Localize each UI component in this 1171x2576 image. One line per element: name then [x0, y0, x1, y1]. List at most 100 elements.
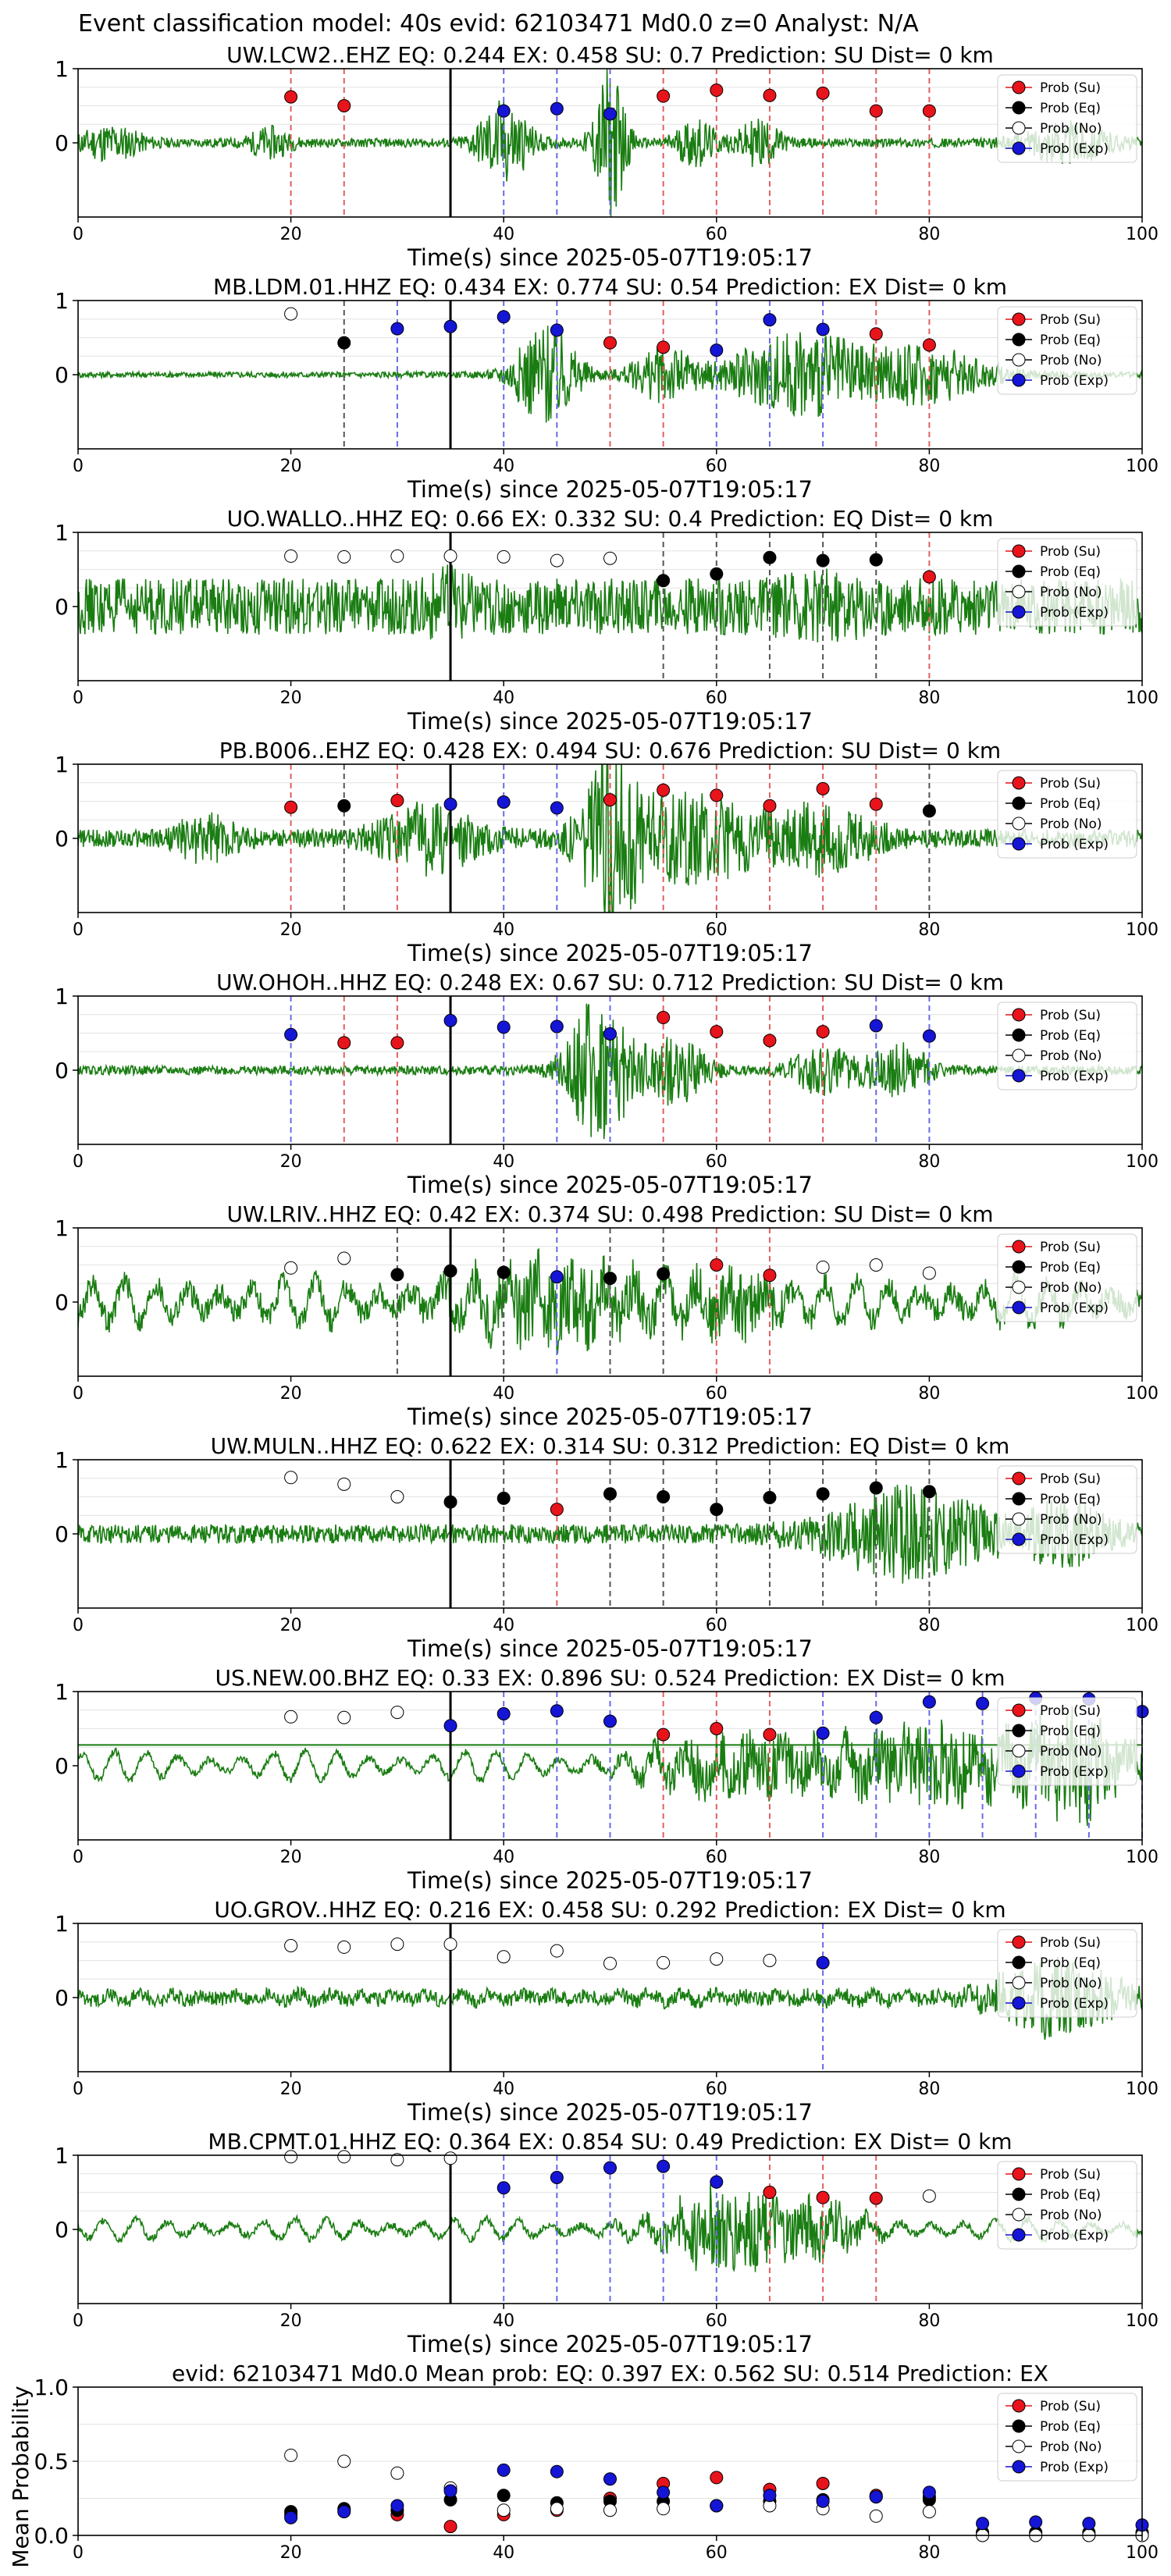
prob-point-exp — [869, 1019, 883, 1033]
prob-point-exp — [550, 1704, 564, 1718]
legend-box — [997, 1465, 1137, 1554]
prob-point-no — [869, 2509, 883, 2523]
legend-marker-exp — [1012, 2228, 1026, 2242]
prob-point-exp — [284, 2510, 298, 2524]
x-tick-label: 100 — [1126, 2311, 1159, 2331]
prob-point-no — [284, 2448, 298, 2462]
prob-point-no — [390, 549, 404, 563]
prob-point-su — [710, 1722, 724, 1735]
x-tick-label: 40 — [493, 1848, 514, 1867]
legend-marker-exp — [1012, 1532, 1026, 1546]
legend-box — [997, 2161, 1137, 2250]
y-tick-label: 0 — [55, 362, 69, 388]
x-tick-label: 60 — [706, 688, 728, 708]
x-tick-label: 0 — [73, 688, 84, 708]
legend-label-eq: Prob (Eq) — [1040, 1260, 1101, 1276]
legend-marker-eq — [1012, 564, 1026, 578]
prob-point-no — [284, 549, 298, 563]
x-tick-label: 20 — [280, 2543, 302, 2563]
legend-marker-eq — [1012, 1260, 1026, 1274]
legend-marker-su — [1012, 312, 1026, 326]
prob-point-no — [497, 550, 511, 564]
prob-point-exp — [337, 2505, 351, 2519]
y-tick-label: 0.5 — [34, 2449, 69, 2475]
prob-point-no — [922, 2505, 936, 2519]
prob-point-su — [710, 84, 724, 98]
x-tick-label: 80 — [918, 2311, 940, 2331]
prob-point-su — [763, 2186, 777, 2199]
x-tick-label: 60 — [706, 2543, 728, 2563]
y-tick-label: 0 — [55, 1521, 69, 1547]
x-tick-label: 100 — [1126, 1384, 1159, 1404]
y-tick-label: 0 — [55, 594, 69, 620]
prob-point-eq — [603, 1487, 617, 1501]
prob-point-eq — [657, 1267, 671, 1281]
prob-point-exp — [710, 2175, 724, 2189]
prob-point-exp — [497, 2181, 511, 2195]
prob-point-su — [657, 340, 671, 354]
prob-point-eq — [816, 553, 830, 568]
prob-point-exp — [390, 322, 404, 336]
x-axis-label: Time(s) since 2025-05-07T19:05:17 — [407, 244, 813, 271]
prob-point-exp — [603, 2472, 617, 2486]
prob-point-exp — [443, 2484, 457, 2498]
prob-point-no — [657, 1955, 671, 1969]
x-tick-label: 40 — [493, 2543, 514, 2563]
prob-point-exp — [763, 313, 777, 327]
prob-point-exp — [443, 1013, 457, 1027]
x-tick-label: 80 — [918, 1152, 940, 1172]
prob-point-exp — [443, 1719, 457, 1733]
x-tick-label: 100 — [1126, 688, 1159, 708]
prob-point-exp — [869, 1710, 883, 1724]
prob-point-eq — [337, 799, 351, 813]
prob-point-su — [390, 1036, 404, 1050]
prob-point-su — [550, 1503, 564, 1517]
prob-point-exp — [976, 1696, 990, 1710]
panel-title: UW.LRIV..HHZ EQ: 0.42 EX: 0.374 SU: 0.49… — [226, 1201, 993, 1227]
prob-point-no — [390, 2466, 404, 2480]
panel-title: UW.MULN..HHZ EQ: 0.622 EX: 0.314 SU: 0.3… — [211, 1433, 1010, 1459]
legend-marker-no — [1012, 817, 1026, 831]
prob-point-no — [284, 307, 298, 321]
prob-point-su — [443, 2520, 457, 2534]
legend-marker-no — [1012, 353, 1026, 367]
prob-point-eq — [922, 1485, 936, 1499]
legend-marker-eq — [1012, 2419, 1026, 2433]
seismic-trace — [78, 325, 1142, 423]
panel-9: UO.GROV..HHZ EQ: 0.216 EX: 0.458 SU: 0.2… — [55, 1897, 1159, 2126]
prob-point-no — [337, 2454, 351, 2468]
x-tick-label: 20 — [280, 457, 302, 476]
x-tick-label: 80 — [918, 457, 940, 476]
legend-marker-su — [1012, 1703, 1026, 1717]
prob-point-no — [603, 551, 617, 565]
x-tick-label: 60 — [706, 1616, 728, 1635]
prob-point-no — [922, 2189, 936, 2203]
prob-point-su — [284, 90, 298, 104]
legend-label-no: Prob (No) — [1040, 353, 1102, 368]
x-tick-label: 60 — [706, 225, 728, 244]
legend-label-eq: Prob (Eq) — [1040, 1028, 1101, 1044]
prob-point-exp — [816, 322, 830, 336]
x-tick-label: 40 — [493, 1152, 514, 1172]
prob-point-exp — [763, 2489, 777, 2503]
panel-7: UW.MULN..HHZ EQ: 0.622 EX: 0.314 SU: 0.3… — [55, 1433, 1159, 1662]
prob-point-eq — [710, 567, 724, 581]
legend-box — [997, 2393, 1137, 2482]
prob-point-exp — [550, 2171, 564, 2184]
prob-point-no — [284, 1471, 298, 1485]
legend-marker-exp — [1012, 1996, 1026, 2010]
prob-point-su — [657, 89, 671, 103]
legend-label-no: Prob (No) — [1040, 1512, 1102, 1528]
panel-title: UW.OHOH..HHZ EQ: 0.248 EX: 0.67 SU: 0.71… — [216, 970, 1004, 995]
x-tick-label: 20 — [280, 1384, 302, 1404]
legend-marker-exp — [1012, 837, 1026, 851]
legend-label-su: Prob (Su) — [1040, 80, 1101, 96]
prob-point-exp — [922, 1029, 936, 1043]
prob-point-exp — [550, 801, 564, 815]
prob-point-no — [390, 1490, 404, 1503]
legend-marker-no — [1012, 2439, 1026, 2453]
prob-point-eq — [763, 1490, 777, 1504]
prob-point-su — [603, 793, 617, 807]
x-tick-label: 0 — [73, 1616, 84, 1635]
x-tick-label: 60 — [706, 1152, 728, 1172]
